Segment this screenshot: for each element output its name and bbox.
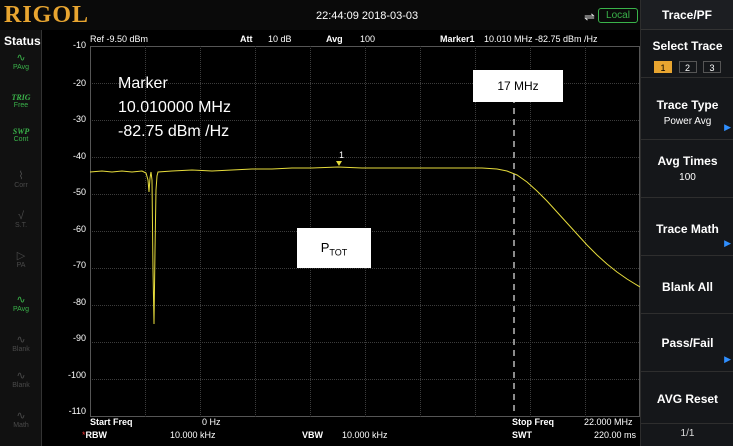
rbw-label: RBW	[85, 430, 108, 440]
y-tick: -90	[72, 333, 86, 343]
trace-3-option[interactable]: 3	[702, 61, 721, 73]
rigol-logo: RIGOL	[4, 2, 90, 28]
status-title: Status	[4, 34, 41, 48]
wave-icon: ∿	[16, 52, 26, 64]
stop-freq-label: Stop Freq	[512, 417, 554, 427]
rbw-star-icon: *	[82, 430, 86, 440]
y-tick: -110	[68, 406, 86, 416]
start-freq-value: 0 Hz	[202, 417, 221, 427]
softkey-menu: Trace/PF Select Trace 1 2 3 Trace Type P…	[640, 0, 733, 446]
wave-icon: ∿	[16, 294, 26, 306]
trace-1-option[interactable]: 1	[654, 61, 673, 73]
trace-line	[89, 166, 640, 325]
avg-value: 100	[360, 34, 376, 44]
grid-line	[475, 46, 476, 417]
marker-triangle	[336, 161, 342, 166]
status-swp: SWP Cont	[12, 127, 30, 144]
trace-2-option[interactable]: 2	[678, 61, 697, 73]
vbw-value: 10.000 kHz	[342, 430, 388, 440]
amplifier-icon: ▷	[16, 250, 26, 262]
arrow-right-icon: ▶	[724, 122, 731, 132]
y-tick: -100	[67, 370, 86, 380]
menu-title: Trace/PF	[641, 0, 733, 30]
corr-icon: ⌇	[18, 170, 24, 182]
y-tick: -20	[72, 78, 86, 88]
marker-readout: Marker 10.010000 MHz -82.75 dBm /Hz	[118, 72, 231, 144]
status-blank-2: ∿ Blank	[6, 370, 36, 400]
grid-line	[255, 46, 256, 417]
grid-line	[200, 46, 201, 417]
y-tick: -60	[72, 224, 86, 234]
marker-readout-freq: 10.010000 MHz	[118, 99, 231, 116]
marker-readout-title: Marker	[118, 75, 168, 92]
top-bar: RIGOL 22:44:09 2018-03-03 ⇌ Local	[0, 0, 640, 30]
y-tick: -30	[72, 114, 86, 124]
clock: 22:44:09 2018-03-03	[316, 10, 419, 22]
page-indicator: 1/1	[680, 428, 695, 439]
status-column: Status ∿ PAvg TRIG Free SWP Cont ⌇ Corr …	[0, 30, 42, 446]
y-tick: -10	[72, 40, 86, 50]
trace-math-button[interactable]: Trace Math ▶	[641, 204, 733, 256]
y-tick: -70	[72, 260, 86, 270]
pass-fail-button[interactable]: Pass/Fail ▶	[641, 320, 733, 372]
avg-times-button[interactable]: Avg Times 100	[641, 146, 733, 198]
select-trace-button[interactable]: Select Trace 1 2 3	[641, 30, 733, 78]
arrow-right-icon: ▶	[724, 354, 731, 364]
spectrum-trace: 1	[89, 75, 640, 416]
att-value: 10 dB	[268, 34, 292, 44]
att-label: Att	[240, 34, 253, 44]
wave-icon: ∿	[16, 334, 26, 346]
status-pavg-wave: ∿ PAvg	[6, 52, 36, 82]
blank-all-button[interactable]: Blank All	[641, 262, 733, 314]
frequency-annotation: 17 MHz	[473, 70, 563, 102]
wave-icon: ∿	[16, 410, 26, 422]
marker-readout-level: -82.75 dBm /Hz	[118, 123, 230, 140]
swt-label: SWT	[512, 430, 532, 440]
status-trig: TRIG Free	[11, 93, 31, 110]
marker-label: Marker1	[440, 34, 475, 44]
spectrum-plot[interactable]: Ref -9.50 dBm Att 10 dB Avg 100 Marker1 …	[42, 30, 641, 446]
grid-line	[420, 46, 421, 417]
vbw-label: VBW	[302, 430, 323, 440]
trace-selector: 1 2 3	[641, 58, 733, 76]
status-pavg: ∿ PAvg	[6, 294, 36, 324]
y-tick: -50	[72, 187, 86, 197]
avg-label: Avg	[326, 34, 343, 44]
wave-icon: √	[17, 210, 25, 222]
usb-icon: ⇌	[584, 9, 595, 24]
arrow-right-icon: ▶	[724, 238, 731, 248]
start-freq-label: Start Freq	[90, 417, 133, 427]
marker-value: 10.010 MHz -82.75 dBm /Hz	[484, 34, 598, 44]
ptot-annotation: PTOT	[297, 228, 371, 268]
stop-freq-value: 22.000 MHz	[584, 417, 633, 427]
status-pa: ▷ PA	[6, 250, 36, 280]
y-tick: -80	[72, 297, 86, 307]
status-st: √ S.T.	[6, 210, 36, 240]
status-blank-1: ∿ Blank	[6, 334, 36, 364]
grid-line	[145, 46, 146, 417]
wave-icon: ∿	[16, 370, 26, 382]
grid-line	[639, 46, 640, 417]
trace-type-button[interactable]: Trace Type Power Avg ▶	[641, 90, 733, 140]
y-tick: -40	[72, 151, 86, 161]
status-math: ∿ Math	[6, 410, 36, 440]
swt-value: 220.00 ms	[594, 430, 637, 440]
grid-line	[530, 46, 531, 417]
marker-number: 1	[339, 150, 344, 160]
local-badge: Local	[598, 8, 638, 23]
rbw-value: 10.000 kHz	[170, 430, 216, 440]
status-corr: ⌇ Corr	[6, 170, 36, 200]
grid-line	[90, 46, 91, 417]
avg-reset-button[interactable]: AVG Reset	[641, 378, 733, 424]
ref-level: Ref -9.50 dBm	[90, 34, 149, 44]
grid-line	[585, 46, 586, 417]
